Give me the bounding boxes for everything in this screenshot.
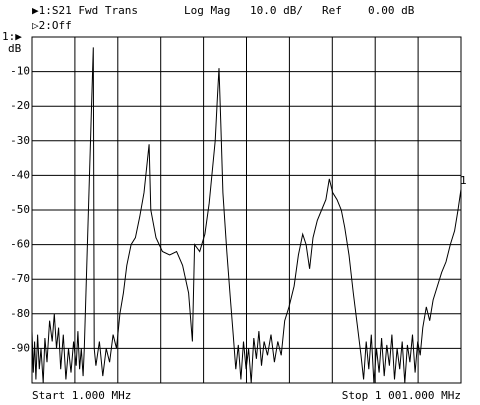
ref-value: 0.00 dB — [368, 4, 415, 17]
y-tick-label: -10 — [10, 65, 30, 78]
start-label: Start 1.000 MHz — [32, 389, 131, 402]
y-tick-label: -70 — [10, 272, 30, 285]
y-tick-label: -20 — [10, 99, 30, 112]
scale-label: 10.0 dB/ — [250, 4, 303, 17]
y-tick-label: -90 — [10, 341, 30, 354]
channel2-label: ▷2:Off — [32, 19, 72, 32]
y-tick-label: -60 — [10, 238, 30, 251]
marker-label: 1 — [460, 174, 467, 187]
channel1-label: ▶1:S21 Fwd Trans — [32, 4, 138, 17]
y-tick-label: -30 — [10, 134, 30, 147]
format-label: Log Mag — [184, 4, 230, 17]
y-tick-label: -80 — [10, 307, 30, 320]
y-tick-label: -40 — [10, 168, 30, 181]
ref-label: Ref — [322, 4, 342, 17]
y-unit: dB — [8, 42, 22, 55]
ref-marker: 1:▶ — [2, 30, 22, 43]
trace — [31, 47, 462, 384]
stop-label: Stop 1 001.000 MHz — [342, 389, 461, 402]
y-tick-label: -50 — [10, 203, 30, 216]
